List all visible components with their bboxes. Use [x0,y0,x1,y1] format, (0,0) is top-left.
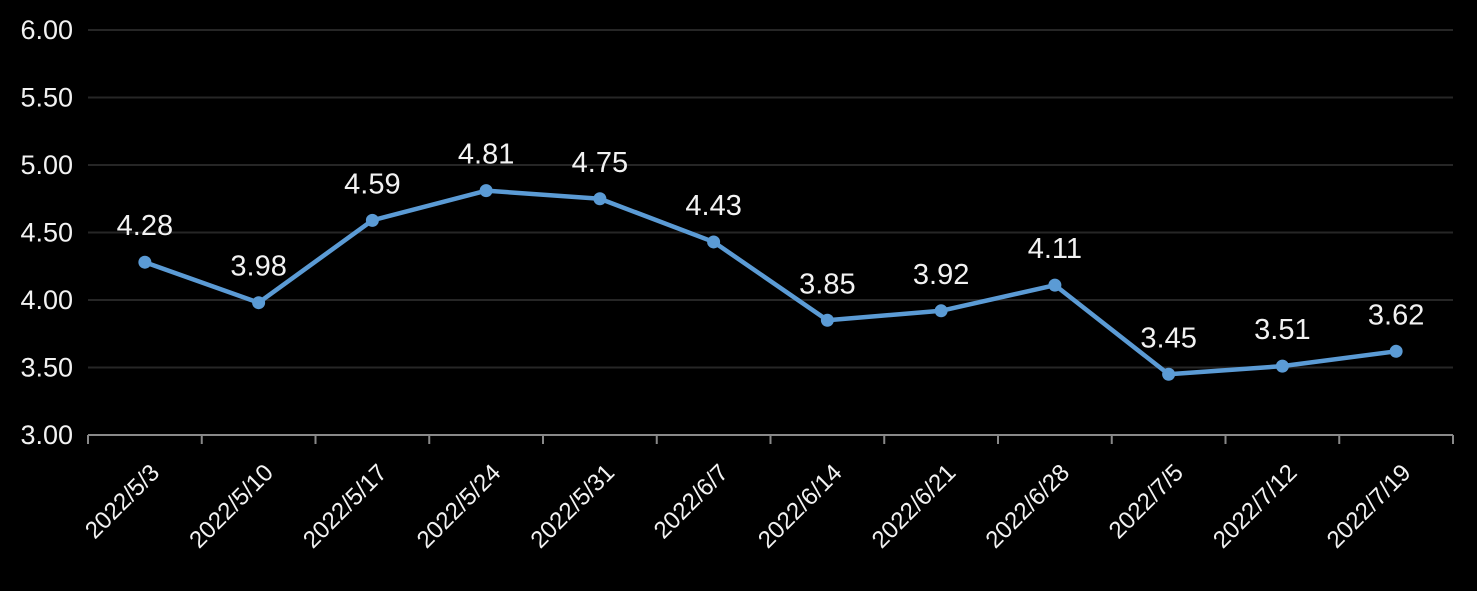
data-point-marker [365,213,379,227]
data-label: 3.85 [799,268,855,300]
data-label: 4.75 [572,147,628,179]
x-axis-tick-label: 2022/6/14 [753,459,848,554]
data-point-marker [1162,367,1176,381]
data-label: 4.43 [685,190,741,222]
x-axis-tick-label: 2022/7/5 [1104,459,1189,544]
data-point-marker [479,184,493,198]
x-axis-tick-label: 2022/6/28 [981,459,1076,554]
x-axis-tick-label: 2022/5/24 [412,459,507,554]
data-label: 3.62 [1368,299,1424,331]
y-axis-tick-label: 3.50 [20,353,73,383]
data-label: 4.59 [344,168,400,200]
x-axis-tick-label: 2022/5/31 [526,459,621,554]
data-point-marker [1389,344,1403,358]
data-label: 4.81 [458,139,514,171]
y-axis-tick-label: 3.00 [20,420,73,450]
data-point-marker [707,235,721,249]
y-axis-tick-label: 6.00 [20,15,73,45]
data-label: 4.28 [117,210,173,242]
data-point-marker [1275,359,1289,373]
x-axis-tick-label: 2022/7/19 [1322,459,1417,554]
x-axis-tick-label: 2022/6/21 [867,459,962,554]
data-point-marker [138,255,152,269]
x-axis-tick-label: 2022/5/10 [184,459,279,554]
data-point-marker [252,296,266,310]
data-label: 3.92 [913,259,969,291]
x-axis-tick-label: 2022/5/3 [80,459,165,544]
x-axis-tick-label: 2022/6/7 [649,459,734,544]
data-label: 3.45 [1140,322,1196,354]
x-axis-tick-label: 2022/7/12 [1208,459,1303,554]
data-label: 3.51 [1254,314,1310,346]
x-axis-tick-label: 2022/5/17 [298,459,393,554]
data-point-marker [820,313,834,327]
data-point-marker [1048,278,1062,292]
y-axis-tick-label: 4.00 [20,285,73,315]
data-point-marker [593,192,607,206]
y-axis-tick-label: 5.00 [20,150,73,180]
y-axis-tick-label: 4.50 [20,218,73,248]
data-label: 3.98 [230,251,286,283]
data-point-marker [934,304,948,318]
data-label: 4.11 [1028,233,1082,265]
series-line [142,188,1399,377]
y-axis-tick-label: 5.50 [20,83,73,113]
